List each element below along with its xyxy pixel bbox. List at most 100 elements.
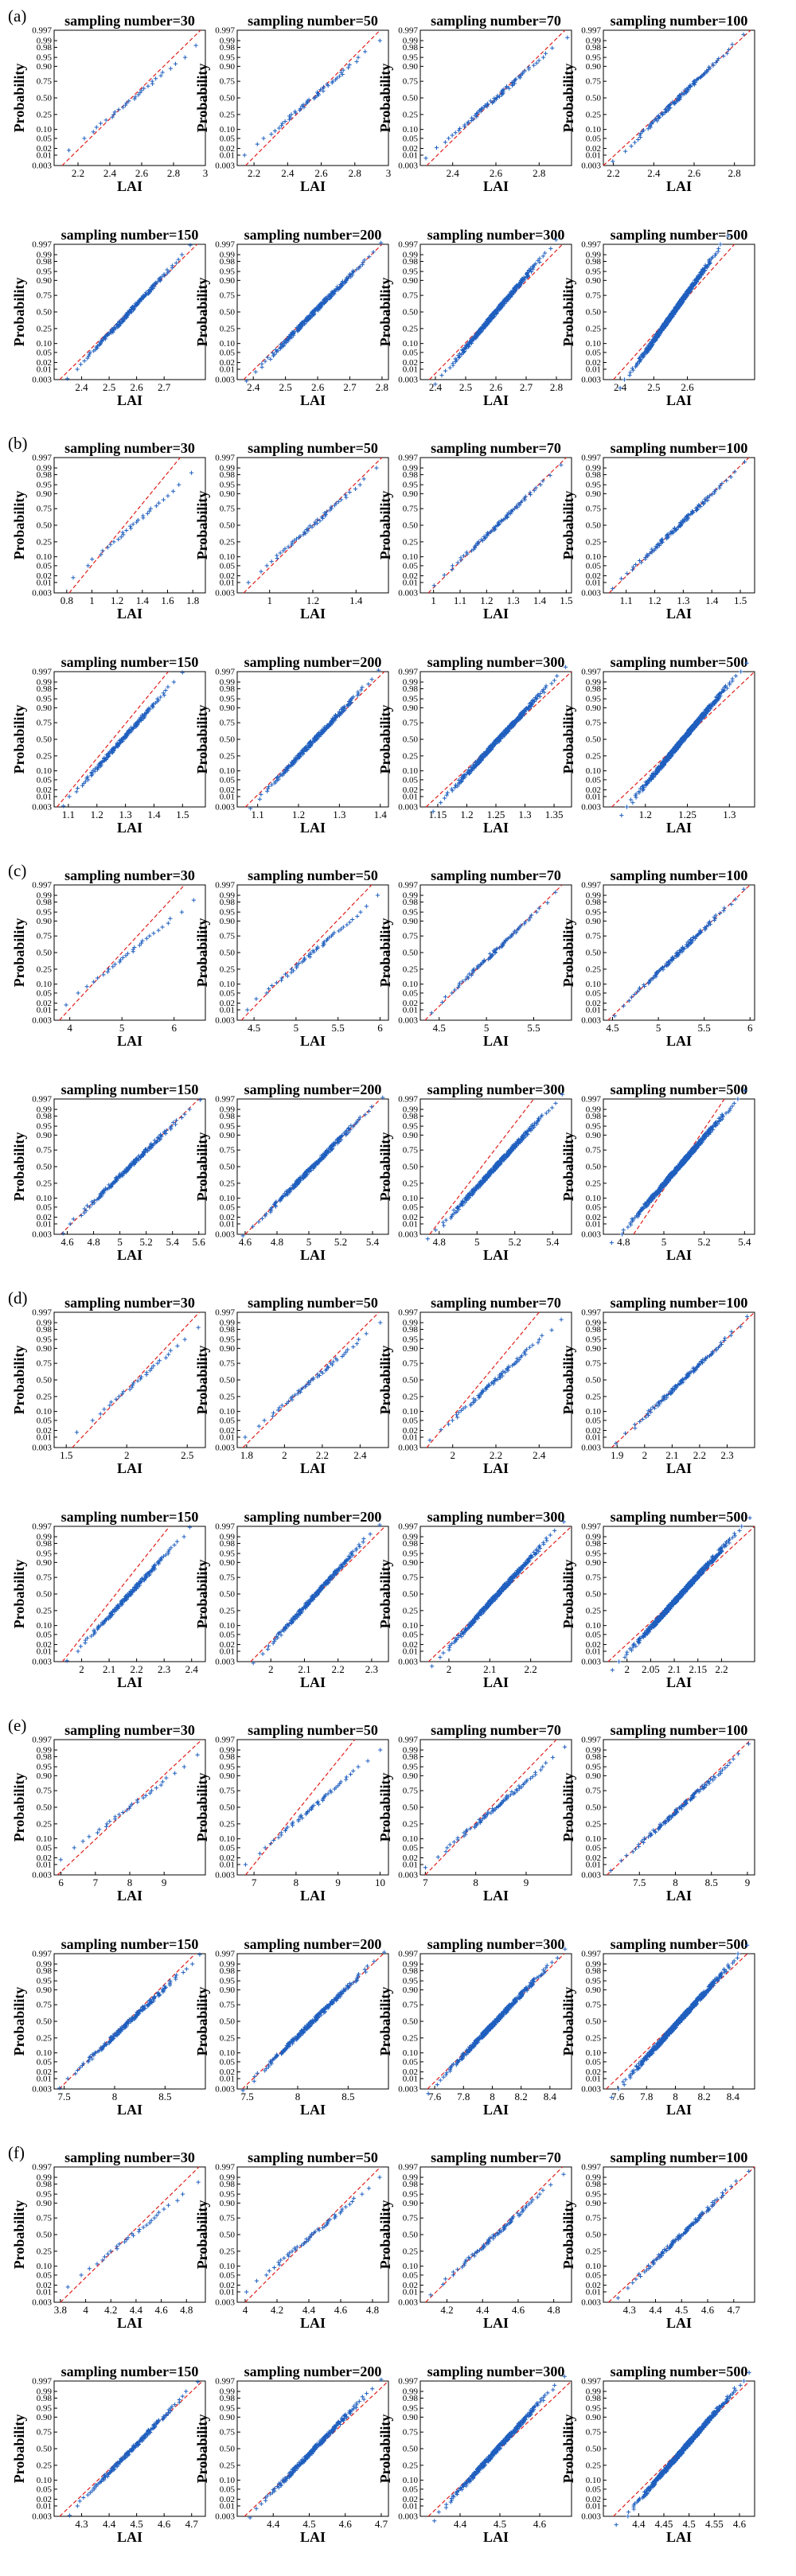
- data-point: [149, 1141, 154, 1146]
- y-axis-label: Probability: [377, 491, 393, 560]
- plot-frame: [53, 884, 206, 1021]
- data-point: [686, 512, 691, 517]
- y-tick-label: 0.75: [403, 290, 419, 300]
- x-tick-label: 2.4: [247, 381, 260, 393]
- y-tick-label: 0.99: [403, 464, 419, 474]
- y-axis-label: Probability: [11, 64, 27, 133]
- data-point: [544, 683, 548, 688]
- data-point: [670, 99, 675, 104]
- data-point: [101, 1187, 106, 1192]
- data-point: [620, 1231, 625, 1237]
- data-point: [500, 731, 505, 735]
- data-point: [546, 1108, 551, 1113]
- data-point: [317, 730, 322, 735]
- y-tick-label: 0.02: [586, 144, 601, 154]
- data-point: [634, 562, 638, 567]
- data-point: [289, 331, 294, 337]
- y-axis-label: Probability: [11, 277, 27, 346]
- x-tick-label: 2.8: [533, 167, 545, 179]
- data-point: [274, 1198, 279, 1204]
- y-tick-label: 0.95: [37, 694, 53, 703]
- data-point: [171, 1120, 176, 1124]
- data-point: [331, 1142, 336, 1147]
- reference-line: [243, 457, 383, 594]
- data-point: [628, 797, 634, 802]
- data-point: [165, 267, 170, 272]
- data-points: [611, 32, 746, 164]
- data-point: [713, 251, 718, 255]
- data-point: [345, 922, 349, 927]
- data-point: [279, 123, 284, 128]
- data-point: [92, 1198, 96, 1202]
- data-point: [159, 274, 164, 279]
- data-point: [275, 774, 280, 779]
- y-tick-label: 0.05: [403, 988, 419, 998]
- data-point: [721, 908, 726, 914]
- y-tick-label: 0.05: [220, 561, 236, 571]
- data-point: [111, 965, 115, 969]
- data-point: [340, 1132, 345, 1137]
- x-axis-label: LAI: [300, 820, 326, 836]
- x-axis-label: LAI: [117, 1033, 142, 1049]
- data-point: [450, 991, 455, 996]
- data-point: [364, 904, 369, 909]
- data-point: [316, 731, 321, 735]
- x-tick-label: 5: [119, 1022, 125, 1034]
- y-tick-label: 0.90: [37, 275, 53, 285]
- data-point: [324, 509, 330, 514]
- data-point: [629, 995, 634, 1000]
- data-point: [321, 84, 326, 89]
- data-point: [327, 935, 332, 940]
- data-point: [550, 45, 555, 50]
- data-point: [696, 502, 701, 508]
- y-tick-label: 0.003: [32, 375, 52, 384]
- y-tick-label: 0.75: [37, 77, 53, 87]
- reference-line: [240, 884, 373, 1021]
- y-tick-label: 0.50: [586, 1162, 602, 1171]
- data-point: [168, 66, 173, 71]
- data-point: [285, 973, 290, 979]
- data-point: [670, 955, 675, 960]
- data-point: [656, 541, 661, 546]
- data-point: [61, 803, 66, 809]
- data-point: [146, 705, 151, 711]
- data-point: [702, 497, 708, 501]
- data-point: [92, 980, 96, 984]
- data-point: [450, 786, 455, 791]
- data-point: [124, 528, 129, 533]
- data-point: [555, 673, 560, 678]
- reference-line: [429, 1098, 534, 1234]
- x-tick-label: 2.6: [688, 167, 701, 179]
- y-tick-label: 0.02: [220, 358, 235, 368]
- data-point: [520, 499, 525, 504]
- qq-subplot: sampling number=1500.0030.010.020.050.10…: [11, 1081, 206, 1263]
- x-tick-label: 5: [656, 1022, 661, 1034]
- data-point: [482, 536, 487, 541]
- data-point: [298, 534, 302, 539]
- qq-subplot: sampling number=500.0030.010.020.050.100…: [194, 440, 389, 622]
- data-point: [715, 58, 720, 63]
- data-point: [654, 116, 658, 122]
- y-tick-label: 0.10: [37, 552, 53, 562]
- data-point: [659, 111, 664, 116]
- data-point: [193, 43, 198, 48]
- data-point: [450, 563, 455, 568]
- data-point: [322, 511, 327, 516]
- data-point: [347, 62, 352, 68]
- data-point: [360, 262, 365, 267]
- data-point: [356, 55, 361, 60]
- data-point: [626, 1224, 630, 1230]
- qq-subplot: sampling number=2000.0030.010.020.050.10…: [194, 654, 389, 836]
- data-point: [308, 951, 313, 956]
- data-point: [112, 962, 118, 967]
- data-point: [533, 485, 538, 490]
- data-point: [318, 518, 322, 524]
- data-point: [380, 1095, 385, 1100]
- x-tick-label: 2.2: [248, 167, 260, 179]
- data-point: [532, 488, 537, 493]
- panel-label: (c): [8, 861, 27, 880]
- data-point: [141, 293, 146, 298]
- x-tick-label: 2.4: [75, 381, 88, 393]
- data-point: [354, 59, 359, 64]
- data-point: [702, 72, 707, 76]
